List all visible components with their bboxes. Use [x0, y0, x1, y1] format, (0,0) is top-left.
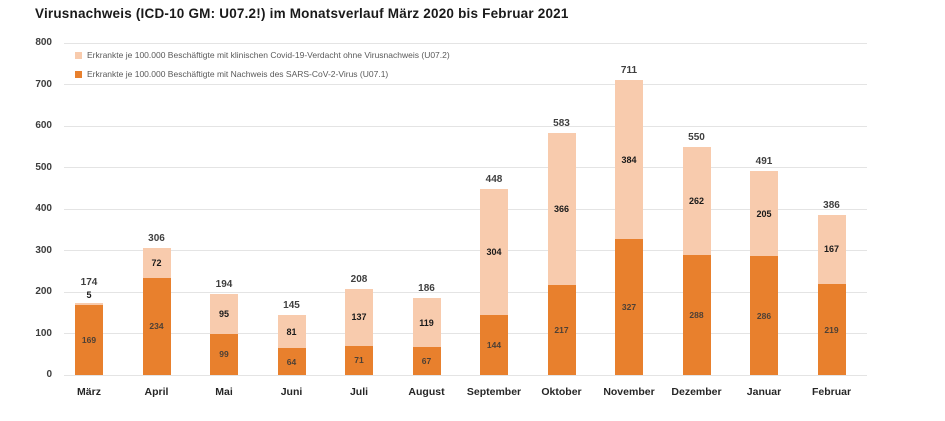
y-axis-tick-700: 700: [35, 78, 52, 90]
gridline-800: [64, 42, 867, 44]
total-label-Februar: 386: [823, 199, 840, 211]
value-label-u072-Juli: 137: [351, 312, 367, 323]
legend-swatch-u072-icon: [75, 51, 82, 59]
legend-label-u071: Erkrankte je 100.000 Beschäftigte mit Na…: [87, 69, 389, 79]
x-axis-label-November: November: [603, 386, 655, 398]
total-label-Dezember: 550: [688, 131, 705, 143]
value-label-u072-Mai: 95: [218, 309, 229, 320]
bar-segment-u072-Mai: [210, 294, 238, 334]
value-label-u072-April: 72: [151, 257, 162, 268]
gridline-500: [64, 167, 867, 168]
y-axis-tick-0: 0: [46, 369, 52, 380]
x-axis-label-April: April: [144, 386, 169, 398]
bar-segment-u071-Juli: [345, 345, 373, 375]
chart-title: Virusnachweis (ICD-10 GM: U07.2!) im Mon…: [35, 6, 569, 21]
total-label-April: 306: [148, 233, 165, 244]
y-axis-tick-200: 200: [35, 286, 52, 297]
bar-segment-u072-August: [412, 297, 441, 348]
value-label-u072-Februar: 167: [823, 244, 840, 255]
x-axis-label-September: September: [466, 386, 522, 398]
y-axis-tick-800: 800: [35, 37, 52, 48]
bar-segment-u071-Februar: [817, 284, 846, 375]
x-axis-label-Januar: Januar: [746, 386, 782, 398]
x-axis-label-Februar: Februar: [811, 386, 852, 398]
bar-segment-u071-August: [412, 347, 441, 375]
value-label-u071-Juni: 64: [286, 356, 297, 367]
bar-segment-u072-Juli: [345, 288, 373, 346]
value-label-u072-Oktober: 366: [553, 204, 570, 214]
x-axis-label-Juli: Juli: [349, 386, 369, 398]
y-axis-tick-300: 300: [35, 244, 52, 256]
value-label-u072-September: 304: [486, 247, 502, 258]
value-label-u072-Januar: 205: [756, 208, 772, 219]
value-label-u071-April: 234: [149, 321, 164, 332]
total-label-März: 174: [80, 276, 98, 288]
y-axis-tick-100: 100: [35, 327, 52, 339]
bar-segment-u072-März: [75, 302, 103, 305]
value-label-u071-Mai: 99: [219, 349, 229, 360]
legend-item-u071: Erkrankte je 100.000 Beschäftigte mit Na…: [75, 69, 450, 79]
bar-segment-u072-Oktober: [547, 133, 576, 285]
value-label-u072-November: 384: [621, 154, 637, 165]
x-axis-label-März: März: [77, 386, 101, 398]
x-axis-label-Dezember: Dezember: [671, 386, 722, 398]
bar-segment-u071-September: [480, 315, 508, 375]
bar-segment-u072-November: [615, 79, 643, 240]
x-axis-label-Juni: Juni: [280, 386, 303, 398]
total-label-September: 448: [485, 174, 503, 186]
value-label-u071-Oktober: 217: [554, 324, 569, 335]
gridline-400: [64, 208, 867, 210]
value-label-u072-August: 119: [419, 317, 434, 328]
gridline-700: [64, 84, 867, 85]
bar-segment-u072-Juni: [277, 314, 306, 349]
value-label-u071-November: 327: [621, 302, 637, 313]
x-axis-label-Oktober: Oktober: [541, 386, 582, 398]
legend-swatch-u071-icon: [75, 70, 82, 78]
value-label-u071-März: 169: [81, 334, 97, 345]
gridline-600: [64, 125, 867, 127]
bar-segment-u071-Juni: [277, 348, 306, 375]
total-label-Oktober: 583: [553, 118, 570, 130]
x-axis-label-August: August: [408, 386, 445, 398]
total-label-Januar: 491: [755, 156, 773, 168]
legend-item-u072: Erkrankte je 100.000 Beschäftigte mit kl…: [75, 50, 450, 60]
value-label-u072-März: 5: [86, 289, 92, 300]
bar-segment-u071-Mai: [210, 333, 238, 375]
bar-segment-u072-Januar: [750, 171, 778, 257]
bar-segment-u072-Dezember: [682, 146, 711, 256]
bar-segment-u071-Dezember: [682, 255, 711, 375]
y-axis-tick-600: 600: [35, 120, 52, 131]
value-label-u071-September: 144: [486, 340, 502, 351]
bar-segment-u072-April: [142, 248, 171, 278]
legend-label-u072: Erkrankte je 100.000 Beschäftigte mit kl…: [87, 50, 450, 60]
value-label-u071-Juli: 71: [354, 355, 364, 366]
bar-segment-u072-September: [480, 189, 508, 316]
total-label-Juli: 208: [350, 273, 368, 285]
value-label-u072-Juni: 81: [286, 326, 297, 337]
gridline-200: [64, 291, 867, 293]
bar-segment-u071-März: [75, 304, 103, 375]
y-axis-tick-400: 400: [35, 203, 52, 214]
bar-segment-u071-April: [142, 277, 171, 375]
total-label-Juni: 145: [283, 299, 300, 311]
gridline-300: [64, 250, 867, 251]
bar-segment-u072-Februar: [817, 214, 846, 285]
value-label-u072-Dezember: 262: [688, 196, 705, 207]
total-label-Mai: 194: [215, 279, 233, 291]
value-label-u071-Januar: 286: [756, 310, 772, 321]
value-label-u071-Februar: 219: [824, 324, 839, 335]
x-axis-label-Mai: Mai: [215, 386, 233, 398]
bar-segment-u071-Januar: [750, 256, 778, 375]
gridline-100: [64, 333, 867, 334]
total-label-November: 711: [620, 64, 638, 76]
value-label-u071-August: 67: [421, 356, 432, 367]
y-axis-tick-500: 500: [35, 161, 52, 173]
legend: Erkrankte je 100.000 Beschäftigte mit kl…: [75, 50, 450, 79]
total-label-August: 186: [418, 282, 435, 294]
value-label-u071-Dezember: 288: [689, 310, 704, 321]
bar-segment-u071-Oktober: [547, 284, 576, 375]
gridline-0: [64, 374, 867, 376]
bar-segment-u071-November: [615, 239, 643, 375]
